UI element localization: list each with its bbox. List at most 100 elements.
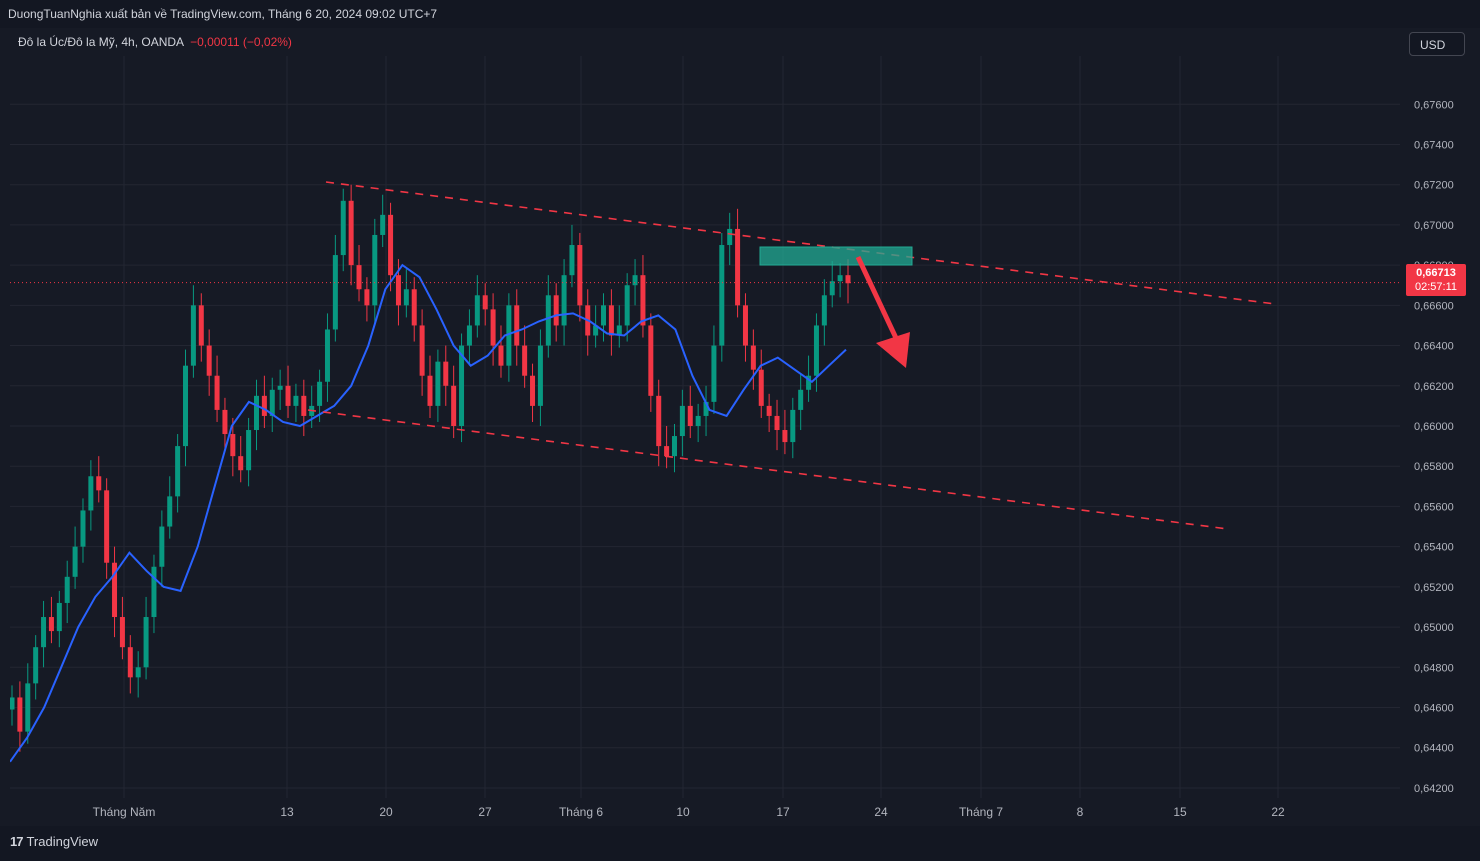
- candle-body: [112, 562, 118, 618]
- y-tick-label: 0,64400: [1414, 743, 1454, 755]
- y-tick-label: 0,66200: [1414, 381, 1454, 393]
- upper-trendline: [325, 181, 1276, 305]
- candle-body: [466, 325, 472, 346]
- candle-body: [190, 305, 196, 366]
- x-tick-label: Tháng Năm: [93, 805, 156, 819]
- x-tick-label: 24: [874, 805, 888, 819]
- resistance-zone: [759, 246, 913, 266]
- change-label: −0,00011 (−0,02%): [190, 35, 292, 49]
- candle-body: [214, 375, 220, 410]
- x-tick-label: 10: [676, 805, 690, 819]
- candle-body: [33, 647, 39, 684]
- price-axis[interactable]: 0,676000,674000,672000,670000,668000,666…: [1400, 56, 1480, 798]
- candle-body: [577, 245, 583, 306]
- candle-body: [356, 265, 362, 290]
- x-tick-label: 8: [1077, 805, 1084, 819]
- candle-body: [561, 275, 567, 326]
- x-tick-label: 15: [1173, 805, 1187, 819]
- candle-body: [806, 375, 812, 390]
- candle-body: [711, 345, 717, 402]
- candle-body: [522, 345, 528, 376]
- candle-body: [742, 305, 748, 346]
- candle-body: [419, 325, 425, 376]
- y-tick-label: 0,65000: [1414, 622, 1454, 634]
- candle-body: [151, 566, 157, 618]
- y-tick-label: 0,65600: [1414, 501, 1454, 513]
- candle-body: [624, 285, 630, 326]
- candle-body: [372, 234, 378, 306]
- candle-body: [443, 361, 449, 386]
- moving-average-line: [10, 263, 847, 763]
- candle-body: [727, 228, 733, 246]
- candle-body: [735, 228, 741, 306]
- candle-body: [553, 295, 559, 326]
- candle-body: [608, 305, 614, 336]
- tradingview-brand[interactable]: 17 TradingView: [10, 834, 98, 849]
- symbol-legend: Đô la Úc/Đô la Mỹ, 4h, OANDA −0,00011 (−0…: [18, 35, 292, 49]
- candle-body: [135, 667, 141, 678]
- candle-body: [750, 345, 756, 370]
- arrow-shaft: [855, 255, 899, 340]
- top-bar: DuongTuanNghia xuất bản về TradingView.c…: [0, 0, 1480, 28]
- candle-body: [545, 295, 551, 346]
- chart-area[interactable]: [10, 56, 1400, 798]
- candle-body: [56, 602, 62, 632]
- y-tick-label: 0,65200: [1414, 582, 1454, 594]
- symbol-label: Đô la Úc/Đô la Mỹ, 4h, OANDA: [18, 35, 185, 49]
- candle-body: [80, 510, 86, 547]
- candle-body: [482, 295, 488, 310]
- candle-body: [679, 405, 685, 437]
- price-chart[interactable]: [10, 56, 1400, 798]
- candle-body: [703, 401, 709, 416]
- candle-body: [395, 275, 401, 306]
- time-axis[interactable]: Tháng Năm 13 20 27 Tháng 6 10 17 24 Tháng 7 8 15 22: [10, 798, 1400, 826]
- candle-body: [104, 490, 110, 563]
- candle-body: [388, 214, 394, 276]
- candle-body: [277, 385, 283, 390]
- candle-body: [119, 617, 125, 648]
- candle-body: [695, 415, 701, 426]
- candle-body: [403, 289, 409, 306]
- candle-body: [774, 415, 780, 431]
- y-tick-label: 0,67200: [1414, 180, 1454, 192]
- candle-body: [427, 375, 433, 406]
- candle-body: [380, 214, 386, 235]
- candle-body: [317, 381, 323, 406]
- candle-body: [829, 281, 835, 296]
- candle-body: [206, 345, 212, 376]
- currency-button[interactable]: USD: [1409, 32, 1465, 56]
- candle-body: [490, 309, 496, 346]
- candle-body: [348, 200, 354, 266]
- candle-body: [514, 305, 520, 346]
- candle-body: [340, 200, 346, 256]
- candle-body: [64, 576, 70, 603]
- candle-body: [175, 446, 181, 497]
- y-tick-label: 0,64600: [1414, 703, 1454, 715]
- candle-body: [451, 385, 457, 426]
- candle-body: [72, 546, 78, 577]
- candle-body: [285, 385, 291, 406]
- candle-body: [238, 456, 244, 471]
- candle-body: [474, 295, 480, 326]
- candle-body: [601, 305, 607, 326]
- candle-body: [253, 395, 259, 431]
- x-tick-label: Tháng 6: [559, 805, 603, 819]
- last-price-value: 0,66713: [1416, 267, 1456, 279]
- candle-body: [537, 345, 543, 406]
- candle-body: [143, 617, 149, 668]
- candle-body: [183, 365, 189, 447]
- x-tick-label: 13: [280, 805, 294, 819]
- tradingview-logo-icon: 17: [10, 834, 24, 849]
- y-tick-label: 0,66600: [1414, 300, 1454, 312]
- candle-body: [96, 476, 102, 491]
- candle-body: [506, 305, 512, 366]
- x-tick-label: 27: [478, 805, 492, 819]
- candle-body: [17, 697, 23, 732]
- arrow-head: [876, 332, 910, 368]
- publisher-line: DuongTuanNghia xuất bản về TradingView.c…: [8, 7, 438, 21]
- x-tick-label: 17: [776, 805, 790, 819]
- candle-body: [198, 305, 204, 346]
- y-tick-label: 0,64200: [1414, 783, 1454, 795]
- candle-body: [648, 325, 654, 396]
- candle-body: [10, 697, 15, 710]
